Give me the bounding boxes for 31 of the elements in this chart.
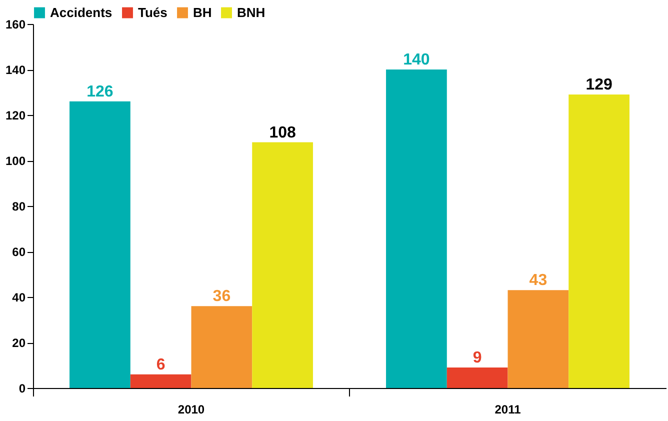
y-tick-label: 160 xyxy=(5,18,26,32)
data-label: 6 xyxy=(156,356,166,374)
bar xyxy=(568,94,630,388)
bar xyxy=(386,70,447,388)
legend-label: BH xyxy=(193,4,212,20)
y-tick-label: 80 xyxy=(12,200,26,214)
bar xyxy=(130,374,192,388)
y-tick-label: 20 xyxy=(12,336,26,350)
bar xyxy=(252,142,313,388)
data-label: 129 xyxy=(586,76,612,94)
bar xyxy=(508,290,569,388)
data-label: 126 xyxy=(86,83,114,100)
y-tick-label: 0 xyxy=(18,382,26,396)
x-tick-label: 2010 xyxy=(178,402,205,416)
y-tick-label: 140 xyxy=(5,63,26,77)
y-tick-label: 120 xyxy=(5,108,26,122)
data-label: 43 xyxy=(529,272,548,290)
data-label: 108 xyxy=(269,124,296,142)
y-tick-label: 40 xyxy=(12,290,26,304)
bar xyxy=(191,306,252,388)
y-tick-label: 100 xyxy=(5,154,26,168)
data-label: 36 xyxy=(212,288,231,306)
data-label: 9 xyxy=(472,350,482,367)
legend-label: Accidents xyxy=(50,4,112,20)
data-label: 140 xyxy=(403,52,430,68)
legend-label: BNH xyxy=(237,4,266,20)
legend-label: Tués xyxy=(138,4,168,20)
y-tick-label: 60 xyxy=(12,245,26,259)
x-tick-label: 2011 xyxy=(494,402,522,416)
bar xyxy=(446,368,508,388)
bar xyxy=(70,101,130,388)
